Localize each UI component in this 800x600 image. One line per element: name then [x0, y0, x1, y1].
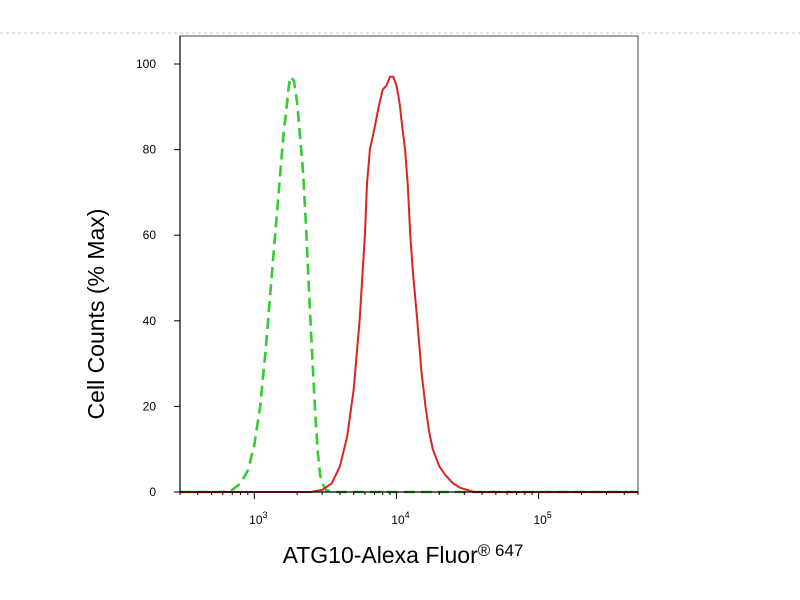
x-axis-title-main: ATG10-Alexa Fluor	[283, 542, 478, 568]
x-tick-label-base: 10	[391, 513, 405, 527]
x-axis-ticks: 103 104 105	[179, 492, 639, 527]
y-tick-label: 60	[143, 228, 157, 242]
x-tick-label-base: 10	[533, 513, 547, 527]
x-tick-label-base: 10	[249, 513, 263, 527]
x-axis-title: ATG10-Alexa Fluor® 647	[283, 541, 524, 568]
x-tick-label-exponent: 4	[405, 510, 410, 520]
y-tick-label: 100	[136, 57, 156, 71]
y-axis-ticks: 0 20 40 60 80 100	[136, 57, 180, 499]
x-tick-label: 104	[391, 510, 409, 527]
sample-histogram-line	[180, 75, 638, 493]
x-tick-label: 103	[249, 510, 267, 527]
x-tick-label: 105	[533, 510, 551, 527]
x-tick-label-exponent: 3	[263, 510, 268, 520]
y-tick-label: 40	[143, 314, 157, 328]
y-tick-label: 20	[143, 399, 157, 413]
control-histogram-line	[180, 75, 638, 494]
x-axis-title-suffix: ® 647	[478, 541, 524, 560]
y-axis-title: Cell Counts (% Max)	[83, 209, 109, 420]
plot-frame	[179, 35, 639, 493]
y-tick-label: 0	[149, 485, 156, 499]
x-tick-label-exponent: 5	[547, 510, 552, 520]
y-tick-label: 80	[143, 143, 157, 157]
series-layer	[180, 75, 638, 494]
